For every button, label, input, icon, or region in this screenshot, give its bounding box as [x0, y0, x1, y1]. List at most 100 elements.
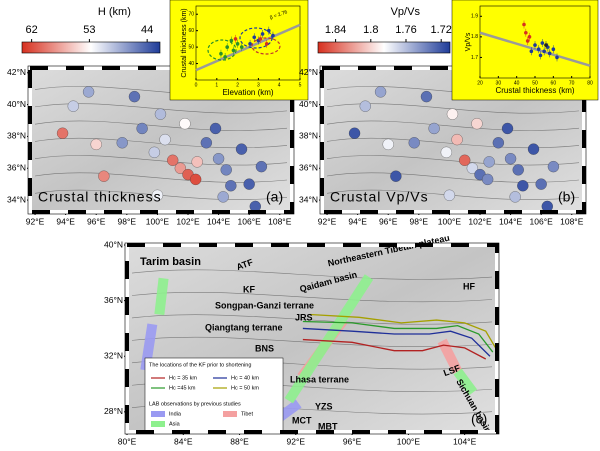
inset-point: [547, 51, 552, 56]
map-label: Qiangtang terrane: [205, 322, 283, 332]
station: [466, 162, 478, 174]
fault-line: [131, 269, 493, 280]
station: [440, 146, 452, 158]
lab-observation: [453, 368, 478, 396]
station: [255, 161, 268, 173]
station: [446, 108, 459, 120]
fault-line: [326, 155, 580, 166]
x-tick-label: 98°E: [410, 216, 429, 226]
station: [408, 137, 420, 149]
inset-point: [225, 45, 229, 49]
station: [359, 100, 371, 112]
y-tick-label: 36°N: [7, 162, 26, 172]
inset-x-label: Crustal thickness (km): [495, 86, 574, 95]
inset-y-tick-label: 50: [188, 44, 194, 50]
inset-plot: [195, 5, 301, 81]
inset-point: [551, 47, 556, 51]
inset-y-tick-label: 60: [188, 28, 194, 34]
inset-x-label: Elevation (km): [222, 88, 273, 97]
station: [535, 178, 547, 190]
inset-cluster: [207, 39, 237, 61]
station: [82, 86, 95, 98]
station: [179, 118, 191, 130]
x-tick-label: 100°E: [438, 216, 462, 226]
inset-point: [536, 47, 541, 51]
station: [191, 156, 203, 168]
inset-point: [223, 55, 227, 59]
y-tick-label: 42°N: [299, 67, 318, 77]
inset-point: [219, 51, 223, 56]
inset-x-tick-label: 50: [532, 80, 538, 86]
station: [212, 153, 225, 165]
y-tick-label: 40°N: [299, 99, 318, 109]
inset-x-tick-label: 20: [477, 80, 483, 86]
inset-point: [544, 43, 548, 47]
legend-label: Hc = 40 km: [231, 375, 259, 381]
station: [154, 108, 167, 120]
x-tick-label: 108°E: [268, 216, 292, 226]
lab-observation: [154, 277, 169, 316]
inset-point: [267, 28, 271, 33]
x-tick-label: 96°E: [343, 436, 362, 446]
legend-label: India: [169, 411, 182, 417]
colorbar-tick-label: 1.8: [363, 24, 378, 36]
colorbar-tick-label: 1.76: [395, 24, 416, 36]
x-tick-label: 96°E: [379, 216, 398, 226]
inset-x-tick-label: 3: [257, 82, 260, 88]
inset-point: [248, 42, 252, 46]
colorbar-tick-label: 1.72: [430, 24, 451, 36]
legend-label: Hc = 35 km: [169, 375, 197, 381]
inset-cluster: [239, 27, 273, 49]
station: [492, 137, 504, 149]
x-tick-label: 96°E: [87, 216, 106, 226]
station: [483, 156, 495, 168]
map-label: Lhasa terrane: [290, 374, 349, 384]
y-tick-label: 42°N: [7, 67, 26, 77]
station: [348, 127, 361, 139]
map-label: MBT: [318, 421, 338, 431]
inset-point: [264, 42, 269, 46]
x-tick-label: 100°E: [146, 216, 170, 226]
y-tick-label: 34°N: [299, 194, 318, 204]
panel-b: 92°E 94°E 96°E 98°E 100°E 102°E 104°E 106°E 108°…: [299, 0, 599, 226]
station: [98, 170, 110, 182]
y-tick-label: 36°N: [299, 162, 318, 172]
x-tick-label: 94°E: [348, 216, 367, 226]
map-label: Songpan-Ganzi terrane: [215, 300, 314, 310]
y-tick-label: 28°N: [104, 406, 123, 416]
fault-line: [326, 103, 580, 114]
inset-point: [524, 30, 528, 35]
station: [527, 143, 540, 155]
x-tick-label: 92°E: [318, 216, 337, 226]
fault-line: [326, 120, 580, 131]
legend-swatch: [151, 411, 165, 417]
station: [136, 122, 148, 135]
station: [512, 164, 524, 176]
map-label: HF: [463, 281, 475, 291]
inset-x-tick-label: 80: [587, 80, 593, 86]
inset-point: [529, 49, 534, 54]
station: [116, 137, 128, 149]
colorbar-tick-label: 62: [26, 24, 38, 36]
map-label: Tarim basin: [140, 256, 201, 268]
fault-line: [34, 120, 288, 131]
x-tick-label: 88°E: [230, 436, 249, 446]
colorbar-title: Vp/Vs: [391, 6, 421, 18]
station: [189, 173, 202, 186]
panel-title: Crustal Vp/Vs: [330, 189, 429, 205]
station: [56, 127, 69, 139]
inset-x-tick-label: 0: [195, 82, 198, 88]
fault-line: [34, 155, 288, 166]
inset-y-tick-label: 70: [188, 12, 194, 18]
station: [459, 154, 471, 166]
inset-point: [542, 49, 546, 54]
station: [504, 153, 517, 165]
legend-label: Tibet: [241, 411, 253, 417]
x-tick-label: 102°E: [176, 216, 200, 226]
map-border: [125, 243, 499, 434]
fault-line: [131, 291, 493, 303]
x-tick-label: 94°E: [56, 216, 75, 226]
legend-label: Asia: [169, 421, 181, 427]
panel-c: 80°E 84°E 88°E 92°E 96°E 100°E 104°E 28°N 32°N 36…: [104, 233, 500, 446]
